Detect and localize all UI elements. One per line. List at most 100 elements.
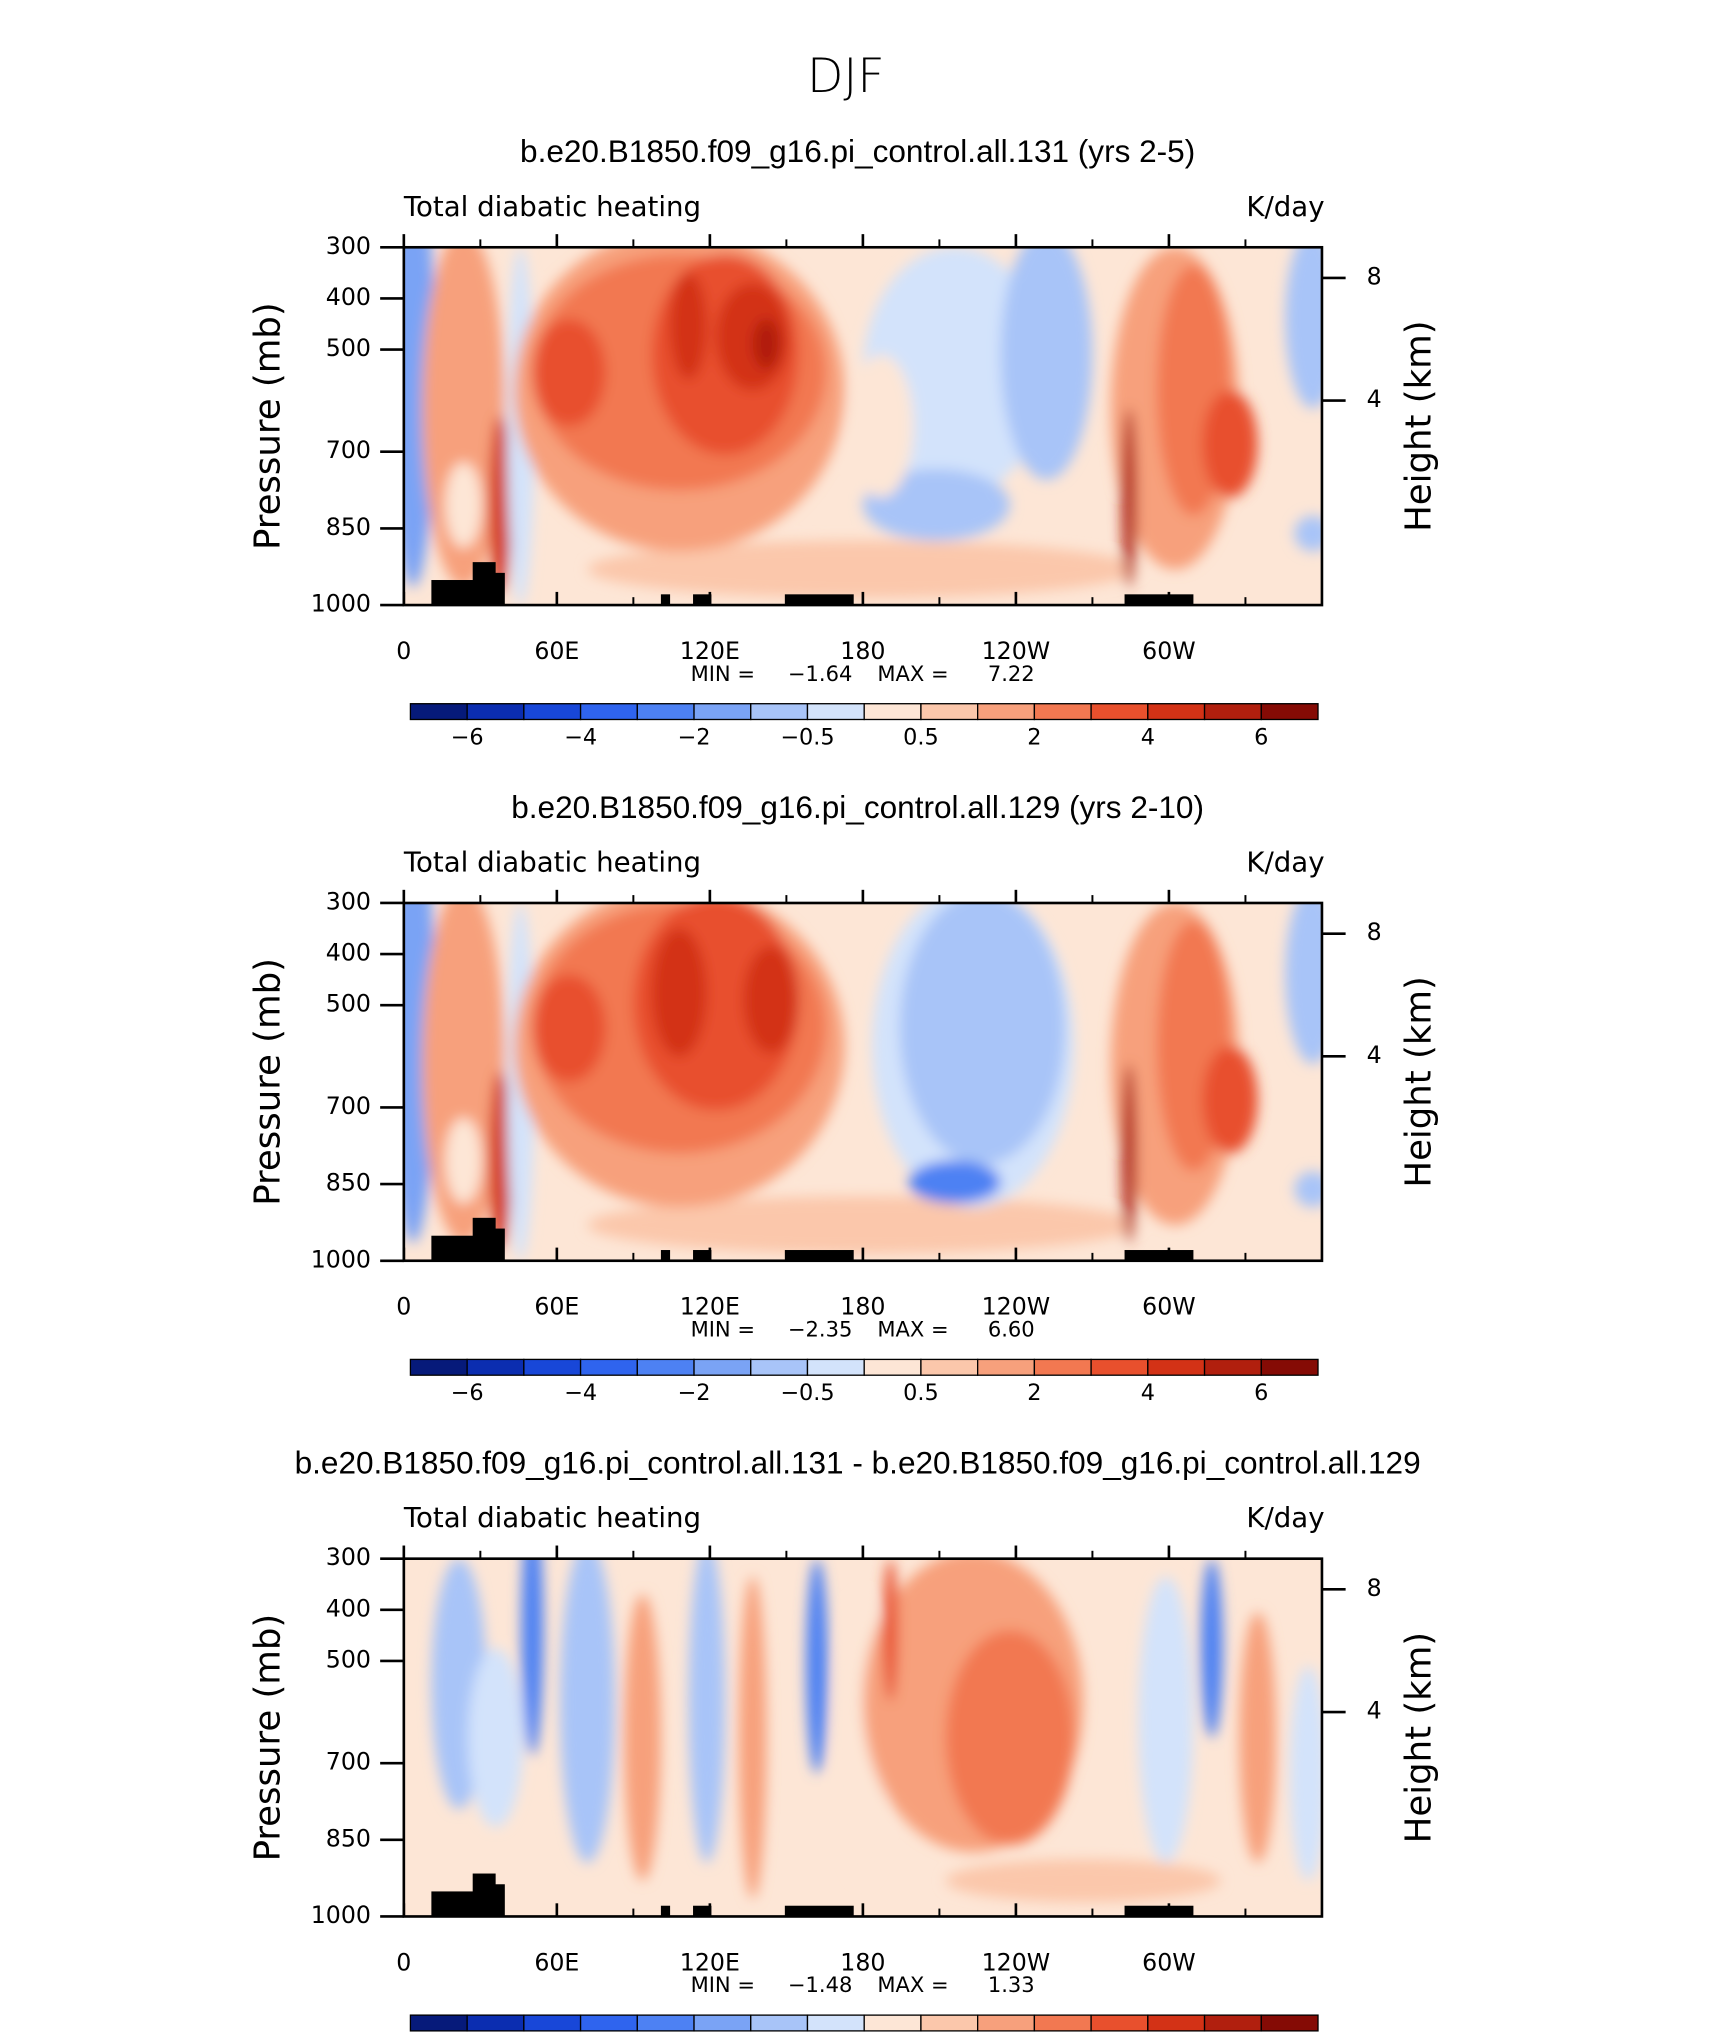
colorbar-box bbox=[806, 703, 865, 721]
topography bbox=[660, 1250, 671, 1261]
colorbar-box bbox=[523, 2014, 582, 2032]
field-region bbox=[559, 1558, 615, 1863]
topography bbox=[431, 580, 478, 606]
colorbar-box bbox=[1033, 2014, 1092, 2032]
colorbar-label: −4 bbox=[564, 724, 597, 750]
x-tick-label: 60E bbox=[534, 637, 579, 665]
colorbar-box bbox=[1260, 2014, 1319, 2032]
colorbar-box bbox=[863, 2014, 922, 2032]
colorbar-box bbox=[693, 703, 752, 721]
panel-subtitle: Total diabatic heating bbox=[403, 190, 701, 223]
x-tick-label: 0 bbox=[396, 1948, 411, 1976]
colorbar-label: 2 bbox=[1027, 724, 1041, 750]
topography bbox=[431, 1891, 478, 1917]
min-value: −1.64 bbox=[788, 661, 852, 686]
y-tick-label: 700 bbox=[326, 436, 371, 464]
colorbar-box bbox=[1090, 2014, 1149, 2032]
field-region bbox=[752, 318, 781, 369]
colorbar-box bbox=[466, 1358, 525, 1376]
max-label: MAX = bbox=[877, 1316, 948, 1341]
colorbar-box bbox=[466, 2014, 525, 2032]
colorbar-label: −0.3 bbox=[724, 2036, 778, 2038]
field-blobs bbox=[403, 902, 1322, 1261]
x-tick-label: 60W bbox=[1142, 637, 1196, 665]
y-tick-label: 300 bbox=[326, 232, 371, 260]
units: K/day bbox=[1246, 190, 1324, 223]
colorbar-box bbox=[636, 2014, 695, 2032]
field-region bbox=[908, 1160, 1001, 1204]
colorbar-box bbox=[1203, 2014, 1262, 2032]
colorbar-box bbox=[636, 1358, 695, 1376]
colorbar-label: 1.5 bbox=[1187, 2036, 1223, 2038]
y-axis-label: Pressure (mb) bbox=[248, 1614, 289, 1862]
colorbar-box bbox=[409, 1358, 468, 1376]
colorbar-box bbox=[693, 1358, 752, 1376]
y-tick-label: 700 bbox=[326, 1748, 371, 1776]
x-tick-label: 180 bbox=[840, 637, 885, 665]
x-tick-label: 180 bbox=[840, 1293, 885, 1321]
colorbar-box bbox=[806, 1358, 865, 1376]
colorbar-box bbox=[976, 1358, 1036, 1376]
y-tick-label: 850 bbox=[326, 1824, 371, 1852]
colorbar-box bbox=[920, 1358, 979, 1376]
colorbar-box bbox=[1203, 703, 1262, 721]
colorbar-box bbox=[1090, 703, 1149, 721]
contour-field bbox=[403, 902, 1322, 1261]
colorbar-box bbox=[523, 703, 582, 721]
panel-title: b.e20.B1850.f09_g16.pi_control.all.129 (… bbox=[511, 789, 1204, 825]
colorbar-label: −0.5 bbox=[780, 1380, 834, 1406]
y2-axis-label: Height (km) bbox=[1399, 976, 1440, 1187]
field-region bbox=[445, 1117, 482, 1204]
y-tick-label: 300 bbox=[326, 1543, 371, 1571]
field-region bbox=[862, 469, 1010, 541]
units: K/day bbox=[1246, 846, 1324, 879]
contour-field bbox=[403, 1558, 1322, 1917]
y-tick-label: 400 bbox=[326, 1594, 371, 1622]
y2-tick-label: 4 bbox=[1367, 385, 1382, 413]
colorbar-label: 0.3 bbox=[960, 2036, 996, 2038]
field-region bbox=[1202, 390, 1258, 498]
colorbar-box bbox=[409, 2014, 468, 2032]
y-tick-label: 1000 bbox=[311, 1901, 371, 1929]
colorbar-box bbox=[976, 2014, 1036, 2032]
colorbar-box bbox=[863, 703, 922, 721]
units: K/day bbox=[1246, 1501, 1324, 1534]
field-region bbox=[849, 354, 914, 498]
field-region bbox=[1285, 247, 1322, 409]
colorbar-box bbox=[1147, 1358, 1206, 1376]
colorbar-box bbox=[1033, 1358, 1092, 1376]
topography bbox=[1124, 594, 1194, 606]
x-tick-label: 60W bbox=[1142, 1293, 1196, 1321]
contour-field bbox=[403, 247, 1322, 606]
colorbar-label: 6 bbox=[1254, 724, 1268, 750]
field-region bbox=[445, 461, 482, 548]
field-region bbox=[945, 1859, 1221, 1903]
colorbar-box bbox=[636, 703, 695, 721]
panel: b.e20.B1850.f09_g16.pi_control.all.129 (… bbox=[248, 789, 1440, 1406]
field-region bbox=[587, 1196, 1139, 1254]
colorbar-box bbox=[579, 703, 638, 721]
field-region bbox=[883, 1558, 898, 1702]
colorbar-box bbox=[1260, 703, 1319, 721]
colorbar-box bbox=[579, 2014, 638, 2032]
topography bbox=[486, 1884, 505, 1917]
colorbar-label: 0.5 bbox=[903, 724, 939, 750]
topography bbox=[486, 1228, 505, 1261]
colorbar-box bbox=[523, 1358, 582, 1376]
topography bbox=[693, 1250, 712, 1261]
x-tick-label: 120E bbox=[680, 1293, 740, 1321]
panel-title: b.e20.B1850.f09_g16.pi_control.all.131 (… bbox=[520, 133, 1195, 169]
field-region bbox=[521, 1558, 544, 1756]
field-region bbox=[532, 974, 606, 1082]
colorbar-box bbox=[920, 2014, 979, 2032]
field-region bbox=[1121, 408, 1137, 588]
y-tick-label: 1000 bbox=[311, 590, 371, 618]
colorbar-box bbox=[750, 1358, 809, 1376]
field-region bbox=[1121, 1063, 1137, 1243]
colorbar-box bbox=[1147, 703, 1206, 721]
x-tick-label: 180 bbox=[840, 1948, 885, 1976]
x-tick-label: 60W bbox=[1142, 1948, 1196, 1976]
colorbar-label: 0.5 bbox=[903, 1380, 939, 1406]
x-tick-label: 60E bbox=[534, 1948, 579, 1976]
